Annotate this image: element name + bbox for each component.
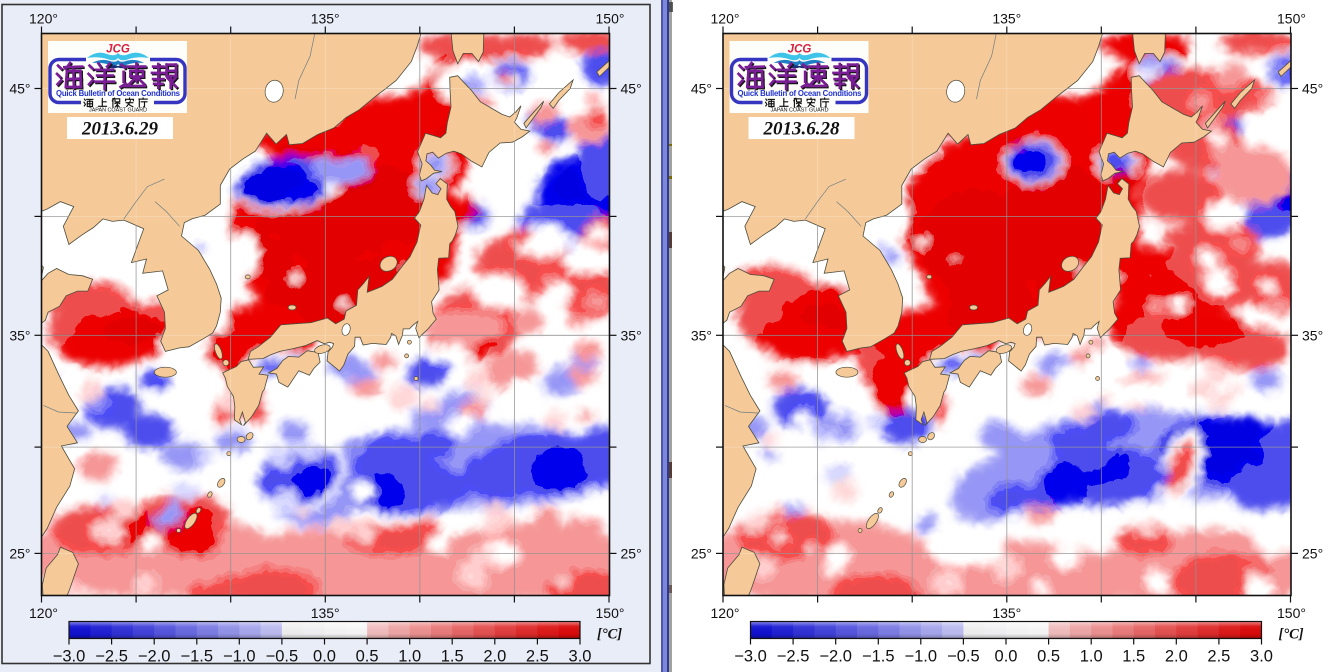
svg-text:35°: 35° <box>1302 327 1323 343</box>
svg-text:−0.5: −0.5 <box>266 648 299 666</box>
svg-text:25°: 25° <box>1302 545 1323 561</box>
svg-text:35°: 35° <box>691 327 712 343</box>
svg-text:−2.5: −2.5 <box>95 648 128 666</box>
svg-text:Quick Bulletin of Ocean Condit: Quick Bulletin of Ocean Conditions <box>738 89 863 98</box>
svg-text:0.0: 0.0 <box>995 648 1018 666</box>
svg-text:2.5: 2.5 <box>526 648 549 666</box>
svg-text:2013.6.29: 2013.6.29 <box>81 119 159 140</box>
svg-text:−2.0: −2.0 <box>138 648 171 666</box>
svg-text:Quick Bulletin of Ocean Condit: Quick Bulletin of Ocean Conditions <box>56 89 181 98</box>
svg-text:JCG: JCG <box>106 44 130 56</box>
svg-text:3.0: 3.0 <box>1250 648 1273 666</box>
svg-text:2.0: 2.0 <box>1165 648 1188 666</box>
svg-text:1.5: 1.5 <box>1122 648 1145 666</box>
svg-text:45°: 45° <box>9 81 30 97</box>
svg-text:150°: 150° <box>1277 605 1306 621</box>
svg-text:35°: 35° <box>621 327 642 343</box>
svg-text:2013.6.28: 2013.6.28 <box>763 119 841 140</box>
svg-text:−1.0: −1.0 <box>223 648 256 666</box>
svg-text:135°: 135° <box>311 11 340 27</box>
svg-text:2.5: 2.5 <box>1207 648 1230 666</box>
svg-text:135°: 135° <box>311 605 340 621</box>
svg-text:−3.0: −3.0 <box>53 648 86 666</box>
svg-text:150°: 150° <box>596 11 625 27</box>
svg-text:45°: 45° <box>1302 81 1323 97</box>
svg-text:35°: 35° <box>9 327 30 343</box>
svg-text:−3.0: −3.0 <box>734 648 767 666</box>
svg-text:45°: 45° <box>621 81 642 97</box>
svg-text:0.5: 0.5 <box>356 648 379 666</box>
svg-text:−1.5: −1.5 <box>862 648 895 666</box>
svg-text:JCG: JCG <box>788 44 812 56</box>
svg-text:−2.0: −2.0 <box>819 648 852 666</box>
svg-text:[°C]: [°C] <box>1279 627 1304 643</box>
svg-text:−2.5: −2.5 <box>777 648 810 666</box>
svg-text:135°: 135° <box>992 11 1021 27</box>
svg-text:120°: 120° <box>711 11 740 27</box>
svg-text:−1.5: −1.5 <box>181 648 214 666</box>
svg-text:[°C]: [°C] <box>597 627 622 643</box>
svg-text:1.0: 1.0 <box>1080 648 1103 666</box>
svg-text:−1.0: −1.0 <box>905 648 938 666</box>
svg-text:2.0: 2.0 <box>483 648 506 666</box>
svg-text:1.5: 1.5 <box>441 648 464 666</box>
svg-text:25°: 25° <box>691 545 712 561</box>
svg-text:135°: 135° <box>992 605 1021 621</box>
svg-text:JAPAN COAST GUARD: JAPAN COAST GUARD <box>89 108 147 114</box>
svg-text:150°: 150° <box>596 605 625 621</box>
svg-text:120°: 120° <box>29 605 58 621</box>
svg-text:0.0: 0.0 <box>313 648 336 666</box>
svg-text:1.0: 1.0 <box>398 648 421 666</box>
svg-text:25°: 25° <box>9 545 30 561</box>
svg-text:−0.5: −0.5 <box>947 648 980 666</box>
svg-text:45°: 45° <box>691 81 712 97</box>
svg-text:0.5: 0.5 <box>1037 648 1060 666</box>
svg-text:25°: 25° <box>621 545 642 561</box>
svg-text:3.0: 3.0 <box>569 648 592 666</box>
svg-text:120°: 120° <box>711 605 740 621</box>
svg-text:150°: 150° <box>1277 11 1306 27</box>
svg-text:JAPAN COAST GUARD: JAPAN COAST GUARD <box>771 108 829 114</box>
svg-text:120°: 120° <box>29 11 58 27</box>
